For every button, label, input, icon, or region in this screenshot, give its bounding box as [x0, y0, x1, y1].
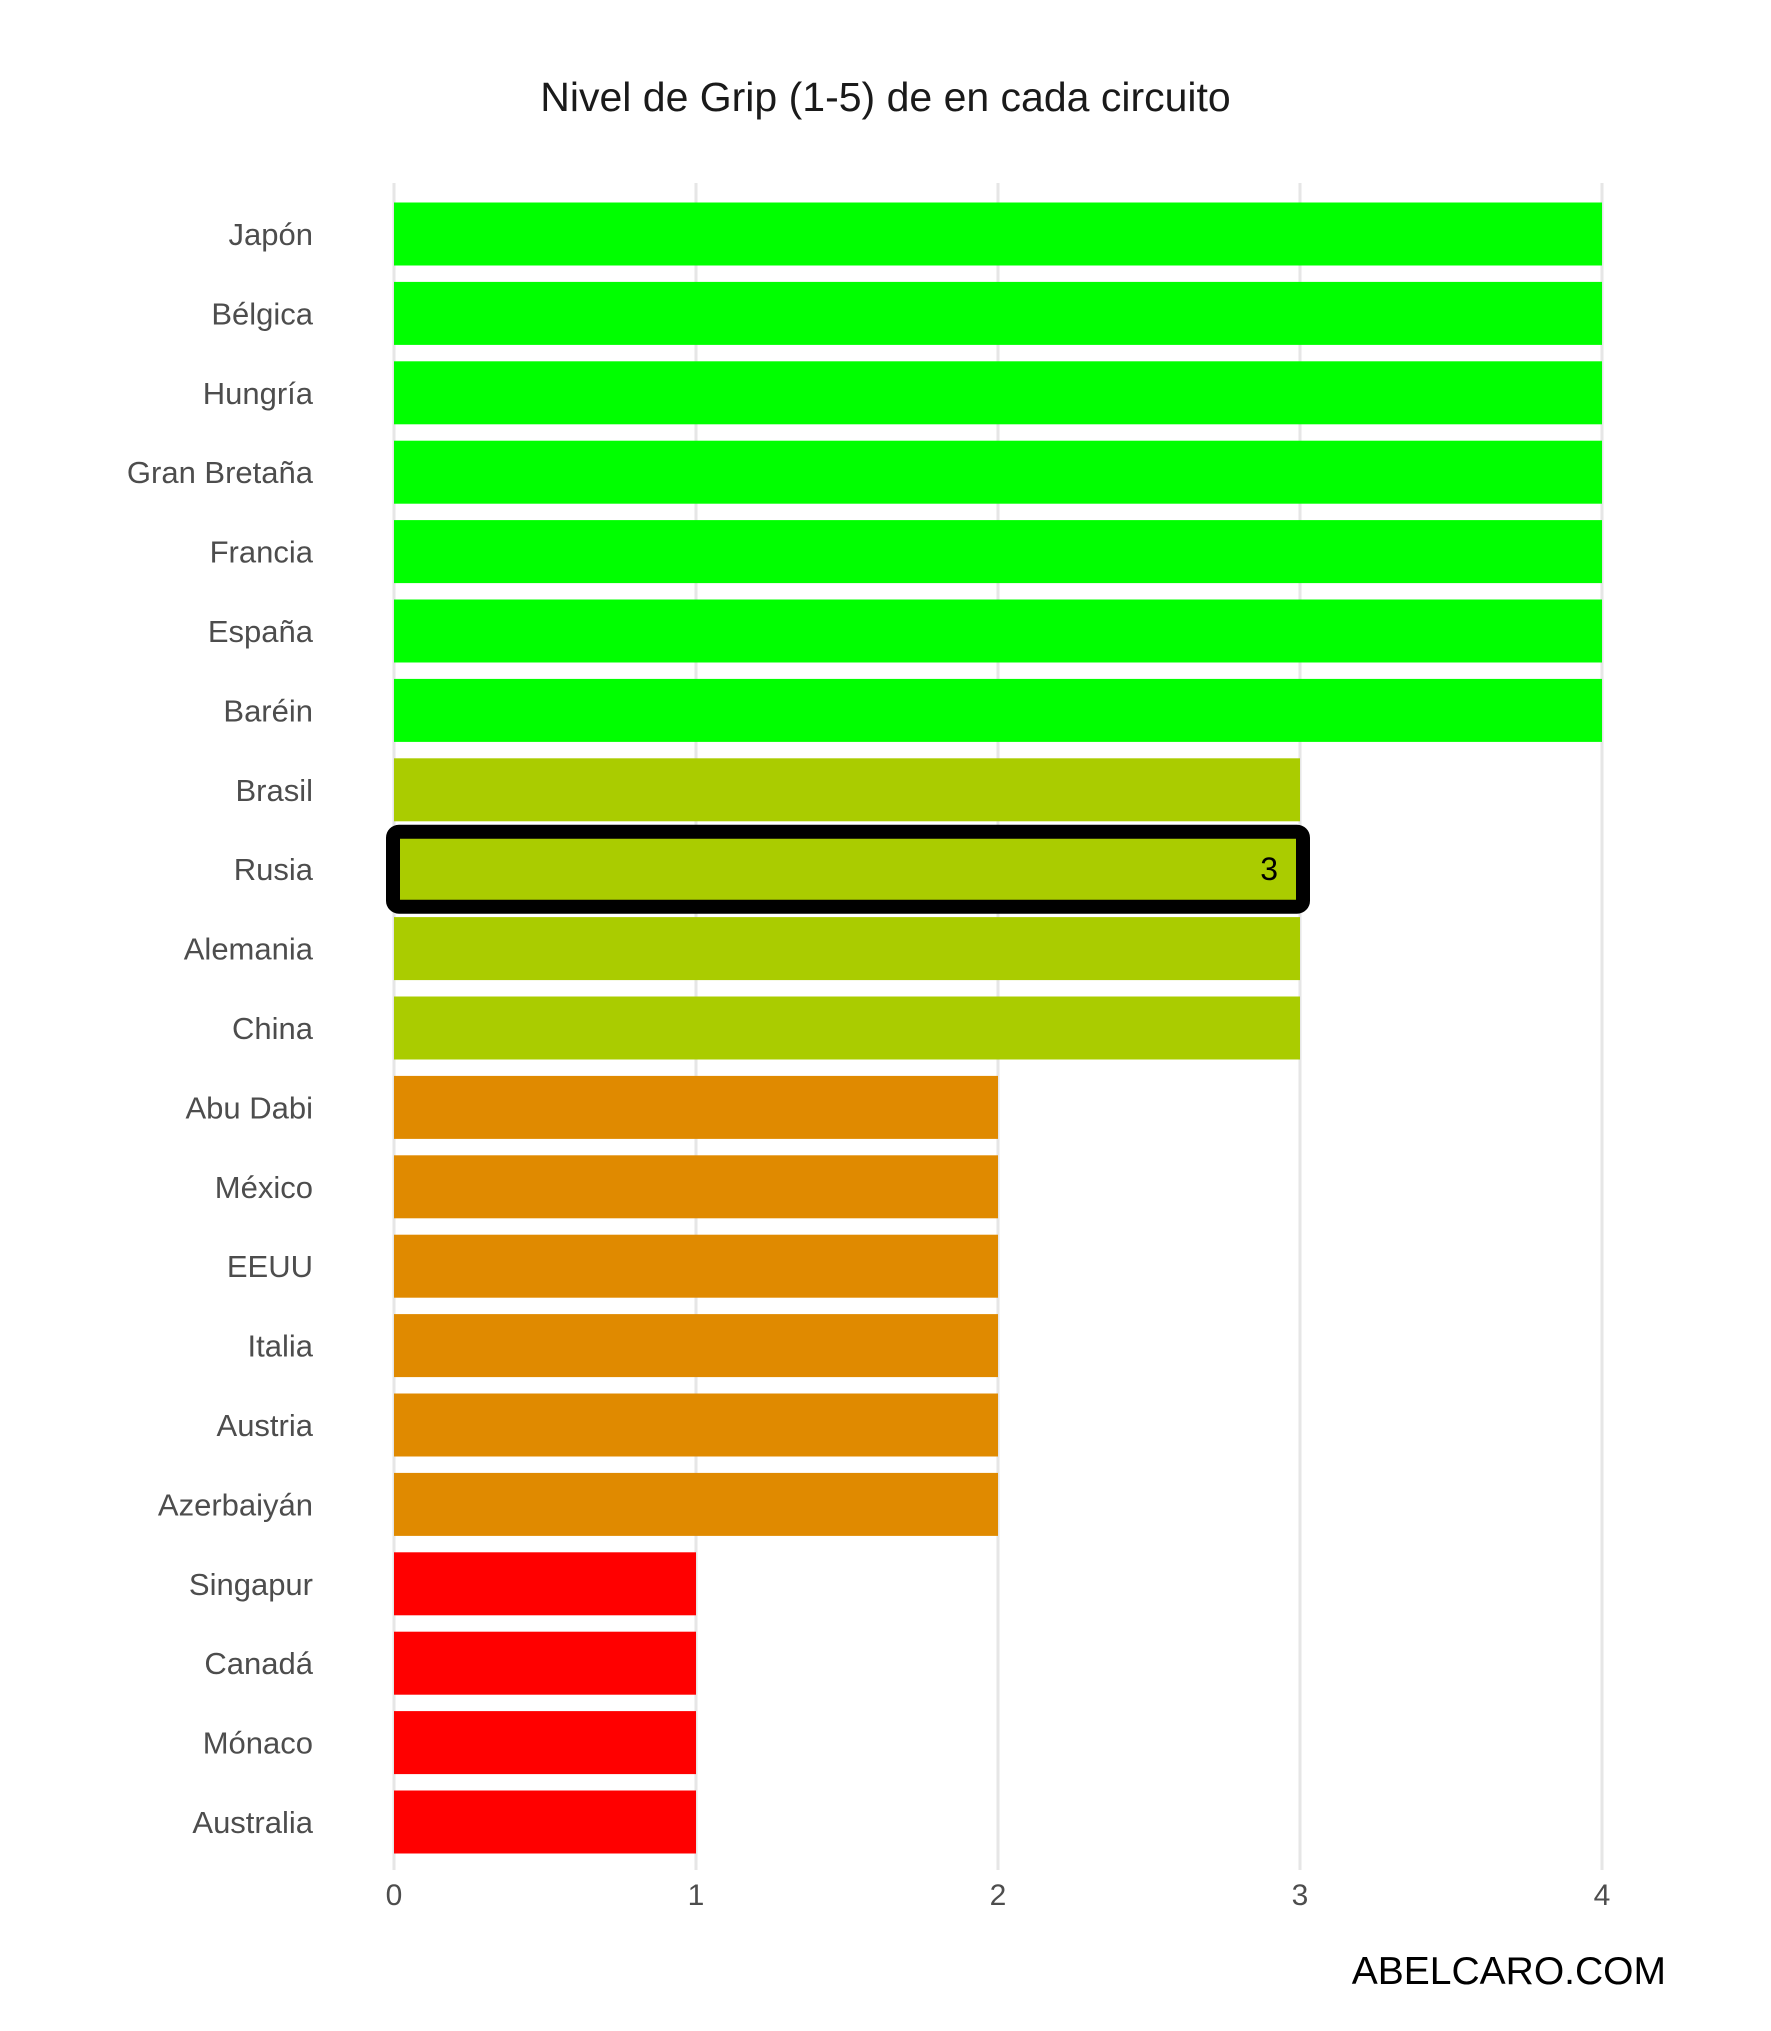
y-category-label: Gran Bretaña — [127, 455, 314, 490]
y-category-label: Australia — [192, 1805, 313, 1840]
bar — [394, 758, 1300, 822]
x-tick-label: 3 — [1292, 1879, 1309, 1912]
bar — [394, 599, 1602, 663]
bar — [394, 837, 1300, 901]
bar — [394, 281, 1602, 345]
bar — [394, 1155, 998, 1219]
chart-title: Nivel de Grip (1-5) de en cada circuito — [540, 74, 1231, 120]
y-category-label: Baréin — [223, 693, 313, 728]
y-category-label: Mónaco — [203, 1726, 313, 1761]
x-tick-label: 4 — [1594, 1879, 1611, 1912]
bar — [394, 1472, 998, 1536]
bar — [394, 678, 1602, 742]
bar — [394, 440, 1602, 504]
bar — [394, 1393, 998, 1457]
y-category-label: Alemania — [184, 932, 314, 967]
x-tick-label: 0 — [386, 1879, 403, 1912]
y-category-label: China — [232, 1011, 314, 1046]
bar — [394, 202, 1602, 266]
y-category-label: Brasil — [235, 773, 313, 808]
y-category-label: Hungría — [203, 376, 314, 411]
y-category-label: Francia — [210, 535, 314, 570]
y-category-label: Rusia — [234, 852, 314, 887]
bar — [394, 1790, 696, 1854]
y-category-label: Austria — [217, 1408, 314, 1443]
y-category-label: Abu Dabi — [185, 1090, 313, 1125]
bar — [394, 917, 1300, 981]
bar — [394, 1631, 696, 1695]
bar — [394, 1234, 998, 1298]
y-category-label: EEUU — [227, 1249, 313, 1284]
y-category-label: España — [208, 614, 314, 649]
bar — [394, 1314, 998, 1378]
highlight-outline — [386, 824, 1310, 914]
data-label: 3 — [1260, 851, 1278, 887]
y-category-label: Italia — [248, 1329, 314, 1364]
y-category-label: Singapur — [189, 1567, 313, 1602]
bar — [394, 520, 1602, 584]
bar — [394, 361, 1602, 425]
bar — [394, 1711, 696, 1775]
watermark: ABELCARO.COM — [1351, 1950, 1666, 1993]
bar — [394, 996, 1300, 1060]
x-tick-label: 2 — [990, 1879, 1007, 1912]
y-category-label: Azerbaiyán — [158, 1487, 313, 1522]
y-category-label: Japón — [229, 217, 313, 252]
bar — [394, 1075, 998, 1139]
y-category-label: México — [215, 1170, 313, 1205]
y-category-label: Bélgica — [211, 296, 313, 331]
x-tick-label: 1 — [688, 1879, 705, 1912]
y-category-label: Canadá — [204, 1646, 313, 1681]
bar — [394, 1552, 696, 1616]
